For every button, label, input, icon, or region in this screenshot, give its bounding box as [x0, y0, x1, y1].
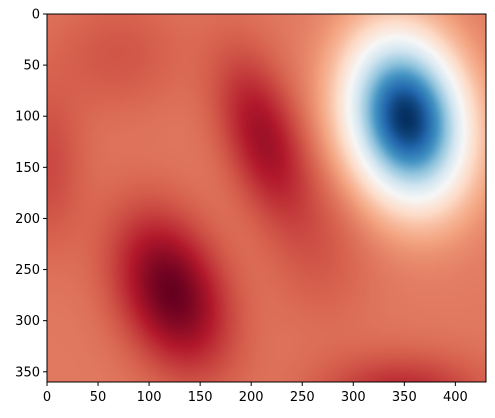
- x-tick-label: 150: [188, 390, 213, 405]
- x-tick-label: 300: [341, 390, 366, 405]
- heatmap-image: [47, 14, 486, 382]
- y-tick-label: 100: [15, 110, 40, 125]
- y-tick-label: 350: [15, 365, 40, 380]
- y-tick-label: 250: [15, 263, 40, 278]
- x-tick-label: 0: [43, 390, 51, 405]
- y-tick-label: 300: [15, 314, 40, 329]
- y-axis: 0 50 100 150 200 250 300 350: [15, 8, 47, 380]
- x-tick-label: 350: [392, 390, 417, 405]
- x-tick-label: 100: [137, 390, 162, 405]
- x-tick-label: 200: [239, 390, 264, 405]
- y-tick-label: 200: [15, 212, 40, 227]
- plot-area: [46, 13, 487, 383]
- x-axis: 0 50 100 150 200 250 300 350 400: [43, 382, 468, 405]
- x-tick-label: 50: [90, 390, 107, 405]
- y-tick-label: 50: [23, 59, 40, 74]
- x-tick-label: 400: [443, 390, 468, 405]
- axes-frame: [46, 13, 487, 383]
- y-tick-label: 150: [15, 161, 40, 176]
- y-tick-label: 0: [32, 8, 40, 23]
- x-tick-label: 250: [290, 390, 315, 405]
